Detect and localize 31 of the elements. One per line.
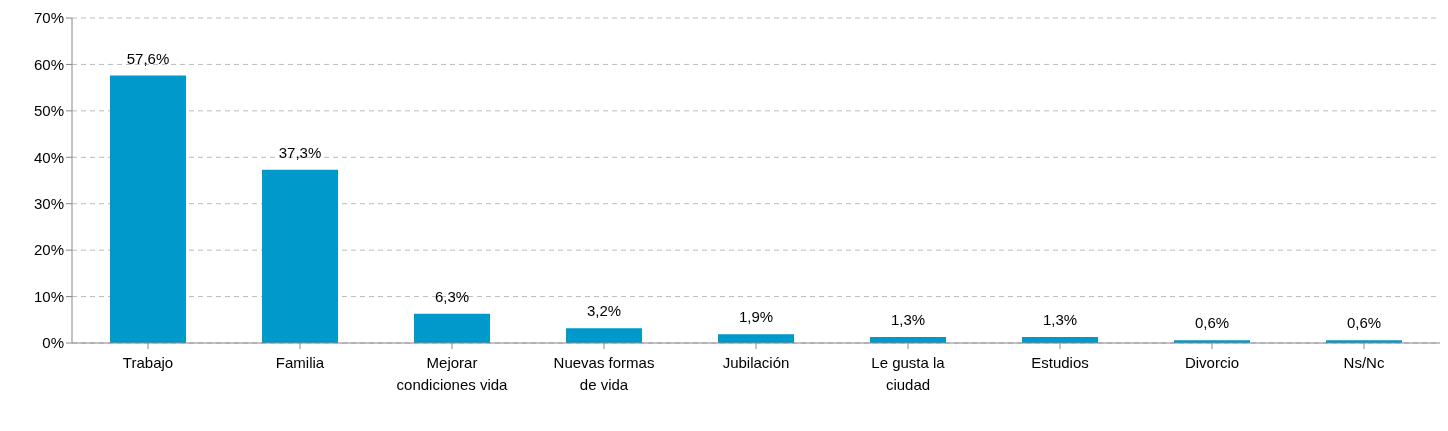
bar — [566, 328, 642, 343]
y-tick-label: 50% — [33, 102, 64, 120]
bar — [718, 334, 794, 343]
y-tick-label: 60% — [33, 55, 64, 73]
data-label: 0,6% — [1346, 314, 1382, 332]
x-tick-label: Familia — [275, 353, 325, 371]
x-tick-label: Jubilación — [722, 353, 790, 371]
data-label: 6,3% — [434, 287, 470, 305]
data-label: 3,2% — [586, 302, 622, 320]
y-tick-label: 10% — [33, 287, 64, 305]
y-tick-label: 30% — [33, 195, 64, 213]
data-label: 0,6% — [1194, 314, 1230, 332]
x-tick-label: Nuevas formas de vida — [553, 353, 655, 393]
y-tick-label: 0% — [42, 334, 64, 352]
data-label: 57,6% — [126, 49, 170, 67]
x-tick-label: Estudios — [1031, 353, 1089, 371]
data-label: 1,9% — [738, 308, 774, 326]
x-tick-label: Ns/Nc — [1343, 353, 1385, 371]
x-tick-label: Divorcio — [1184, 353, 1240, 371]
y-tick-label: 70% — [33, 9, 64, 27]
data-label: 37,3% — [278, 143, 322, 161]
bar — [110, 75, 186, 343]
x-tick-label: Mejorar condiciones vida — [396, 353, 509, 393]
y-tick-label: 40% — [33, 148, 64, 166]
x-tick-label: Trabajo — [122, 353, 174, 371]
data-label: 1,3% — [1042, 310, 1078, 328]
y-tick-label: 20% — [33, 241, 64, 259]
x-tick-label: Le gusta la ciudad — [871, 353, 946, 393]
data-label: 1,3% — [890, 310, 926, 328]
bar — [262, 169, 338, 343]
bar — [414, 313, 490, 343]
